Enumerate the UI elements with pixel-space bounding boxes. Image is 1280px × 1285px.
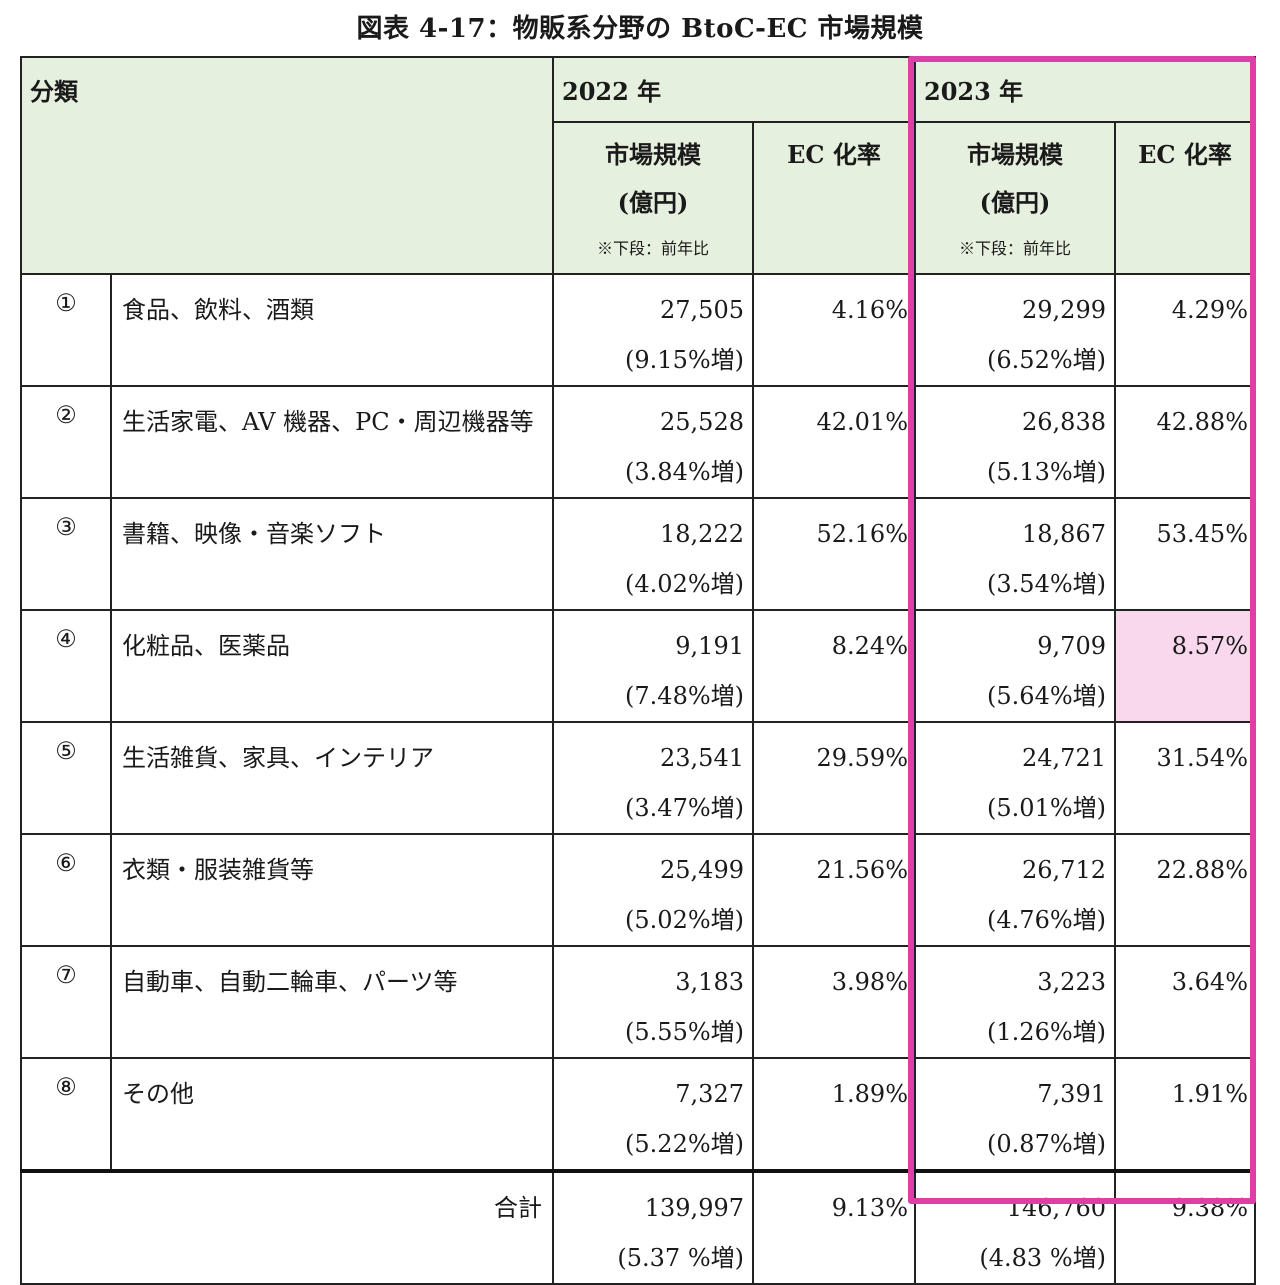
table-row: ⑥ 衣類・服装雑貨等 25,499 (5.02%増) 21.56% 26,712 (4.76… (20, 833, 1256, 947)
table-row: ① 食品、飲料、酒類 27,505 (9.15%増) 4.16% 29,299 (6.52%… (20, 273, 1256, 387)
table-row: ⑦ 自動車、自動二輪車、パーツ等 3,183 (5.55%増) 3.98% 3,223 (1… (20, 945, 1256, 1059)
row-number: ④ (20, 609, 112, 723)
total-label: 合計 (20, 1169, 554, 1285)
total-rate-2023: 9.38% (1114, 1169, 1256, 1285)
market-size-2022: 25,528 (3.84%増) (552, 385, 754, 499)
row-number: ① (20, 273, 112, 387)
header-year-2023: 2023 年 (914, 56, 1256, 123)
market-size-2023: 26,838 (5.13%増) (914, 385, 1116, 499)
header-ec-rate-2022: EC 化率 (752, 121, 916, 275)
header-market-size-label: 市場規模 (605, 140, 701, 169)
market-size-2023: 24,721 (5.01%増) (914, 721, 1116, 835)
header-market-size-2023: 市場規模 (億円) ※下段：前年比 (914, 121, 1116, 275)
market-size-2023: 9,709 (5.64%増) (914, 609, 1116, 723)
total-rate-2022: 9.13% (752, 1169, 916, 1285)
table-row: ⑤ 生活雑貨、家具、インテリア 23,541 (3.47%増) 29.59% 24,721… (20, 721, 1256, 835)
header-unit-label: (億円) (979, 188, 1051, 217)
header-market-size-2022: 市場規模 (億円) ※下段：前年比 (552, 121, 754, 275)
ec-rate-2023: 53.45% (1114, 497, 1256, 611)
header-note: ※下段：前年比 (958, 239, 1071, 258)
header-ec-rate-2023: EC 化率 (1114, 121, 1256, 275)
ec-rate-2022: 8.24% (752, 609, 916, 723)
ec-rate-2023: 42.88% (1114, 385, 1256, 499)
row-category: 食品、飲料、酒類 (110, 273, 554, 387)
ec-rate-2022: 4.16% (752, 273, 916, 387)
header-ec-rate-label: EC 化率 (1138, 140, 1232, 169)
header-unit-label: (億円) (617, 188, 689, 217)
market-size-2022: 18,222 (4.02%増) (552, 497, 754, 611)
row-number: ② (20, 385, 112, 499)
row-category: 自動車、自動二輪車、パーツ等 (110, 945, 554, 1059)
ec-rate-2022: 1.89% (752, 1057, 916, 1172)
row-number: ⑤ (20, 721, 112, 835)
row-category: 書籍、映像・音楽ソフト (110, 497, 554, 611)
header-ec-rate-label: EC 化率 (787, 140, 881, 169)
table-row: ③ 書籍、映像・音楽ソフト 18,222 (4.02%増) 52.16% 18,867 (3… (20, 497, 1256, 611)
ec-rate-2023: 3.64% (1114, 945, 1256, 1059)
market-size-2022: 23,541 (3.47%増) (552, 721, 754, 835)
market-size-2023: 7,391 (0.87%増) (914, 1057, 1116, 1172)
table-title: 図表 4-17：物販系分野の BtoC-EC 市場規模 (356, 14, 924, 44)
header-market-size-label: 市場規模 (967, 140, 1063, 169)
row-number: ⑥ (20, 833, 112, 947)
market-size-2022: 3,183 (5.55%増) (552, 945, 754, 1059)
table-row: ⑧ その他 7,327 (5.22%増) 1.89% 7,391 (0.87%増) 1.91% (20, 1057, 1256, 1172)
market-size-2022: 7,327 (5.22%増) (552, 1057, 754, 1172)
total-size-2022: 139,997 (5.37 %増) (552, 1169, 754, 1285)
ec-rate-2023: 8.57% (1114, 609, 1256, 723)
total-size-2023: 146,760 (4.83 %増) (914, 1169, 1116, 1285)
ec-rate-2022: 21.56% (752, 833, 916, 947)
ec-rate-2022: 29.59% (752, 721, 916, 835)
row-category: その他 (110, 1057, 554, 1172)
ec-market-table: 分類 2022 年 2023 年 市場規模 (億円) ※下段：前年比 EC 化率… (20, 56, 1256, 1285)
header-note: ※下段：前年比 (596, 239, 709, 258)
row-category: 生活雑貨、家具、インテリア (110, 721, 554, 835)
ec-rate-2023: 22.88% (1114, 833, 1256, 947)
ec-rate-2022: 3.98% (752, 945, 916, 1059)
ec-rate-2022: 42.01% (752, 385, 916, 499)
market-size-2022: 27,505 (9.15%増) (552, 273, 754, 387)
ec-rate-2023: 31.54% (1114, 721, 1256, 835)
row-category: 衣類・服装雑貨等 (110, 833, 554, 947)
header-year-2022: 2022 年 (552, 56, 916, 123)
ec-rate-2022: 52.16% (752, 497, 916, 611)
total-row: 合計 139,997 (5.37 %増) 9.13% 146,760 (4.83 %… (20, 1169, 1256, 1285)
header-category: 分類 (20, 56, 554, 275)
market-size-2022: 9,191 (7.48%増) (552, 609, 754, 723)
row-category: 化粧品、医薬品 (110, 609, 554, 723)
ec-rate-2023: 1.91% (1114, 1057, 1256, 1172)
row-number: ⑦ (20, 945, 112, 1059)
market-size-2023: 18,867 (3.54%増) (914, 497, 1116, 611)
market-size-2023: 3,223 (1.26%増) (914, 945, 1116, 1059)
table-row: ④ 化粧品、医薬品 9,191 (7.48%増) 8.24% 9,709 (5.64%増) 8… (20, 609, 1256, 723)
market-size-2023: 26,712 (4.76%増) (914, 833, 1116, 947)
ec-rate-2023: 4.29% (1114, 273, 1256, 387)
market-size-2022: 25,499 (5.02%増) (552, 833, 754, 947)
row-number: ⑧ (20, 1057, 112, 1172)
row-number: ③ (20, 497, 112, 611)
market-size-2023: 29,299 (6.52%増) (914, 273, 1116, 387)
table-row: ② 生活家電、AV 機器、PC・周辺機器等 25,528 (3.84%増) 42.01%… (20, 385, 1256, 499)
row-category: 生活家電、AV 機器、PC・周辺機器等 (110, 385, 554, 499)
